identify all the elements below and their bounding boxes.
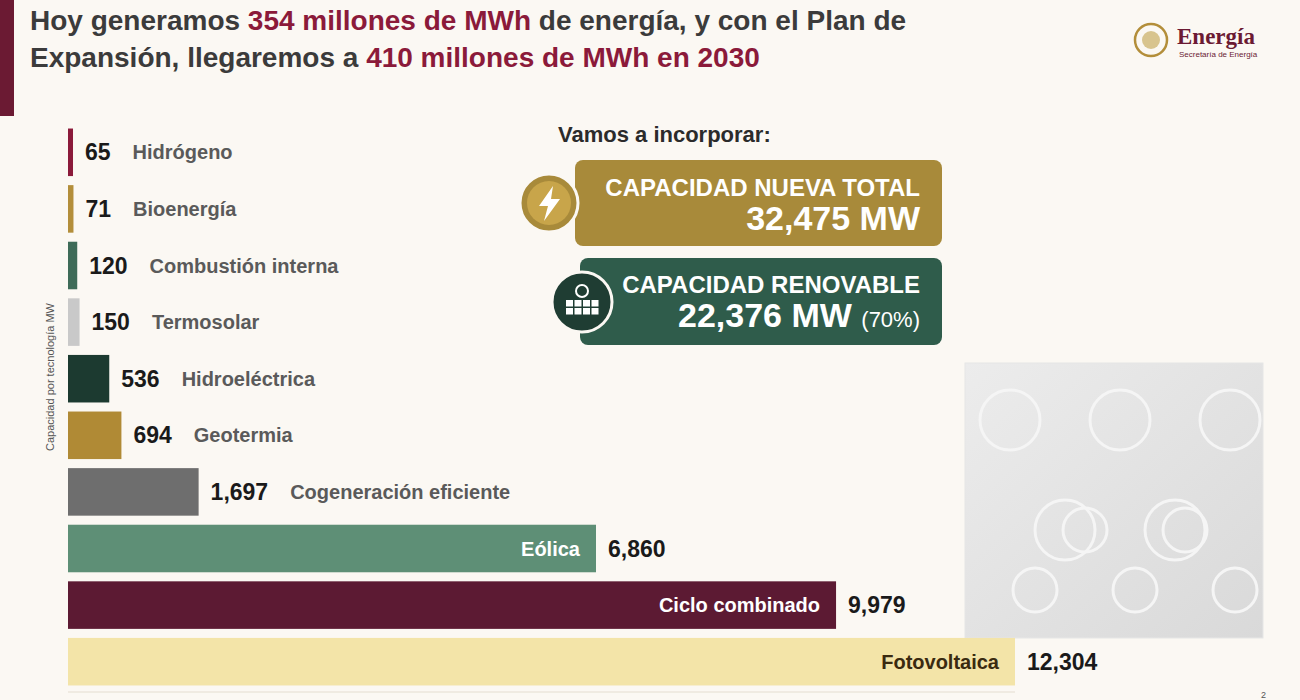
badge-bg: [580, 258, 942, 345]
title: Hoy generamos 354 millones de MWh de ene…: [30, 2, 1040, 76]
badge-icon: [527, 181, 571, 225]
solar-panel-icon: [583, 308, 590, 315]
bar: [68, 581, 836, 629]
category-label: Geotermia: [194, 424, 294, 446]
bar: [68, 129, 73, 177]
decorative-pattern: [1213, 568, 1257, 612]
bar: [68, 185, 73, 233]
badge-icon: [552, 272, 612, 332]
category-label: Eólica: [521, 538, 581, 560]
data-label: 694: [133, 422, 172, 448]
solar-panel-icon: [566, 308, 573, 315]
data-label: 536: [121, 366, 159, 392]
badge-renewable: CAPACIDAD RENOVABLE22,376 MW (70%): [552, 258, 942, 345]
category-label: Fotovoltaica: [881, 651, 1000, 673]
solar-panel-icon: [575, 308, 582, 315]
data-label: 71: [85, 196, 111, 222]
title-part: 410 millones de MWh en 2030: [366, 42, 760, 73]
logo-name: Energía: [1177, 24, 1255, 49]
accent-stripe: [0, 0, 14, 116]
value-axis: [68, 692, 1015, 693]
bar: [68, 412, 121, 460]
panel-heading: Vamos a incorporar:: [558, 122, 771, 147]
decorative-pattern: [1090, 390, 1150, 450]
badge-share: (70%): [861, 307, 920, 332]
decorative-pattern: [1063, 508, 1107, 552]
bar: [68, 298, 80, 346]
logo-emblem-core: [1142, 31, 1160, 49]
bar: [68, 468, 199, 516]
decorative-pattern: [980, 390, 1040, 450]
category-label: Ciclo combinado: [659, 594, 820, 616]
logo-emblem: [1135, 24, 1167, 56]
decorative-pattern: [1163, 508, 1207, 552]
logo-subtitle: Secretaría de Energía: [1179, 50, 1258, 59]
bars: [68, 129, 1015, 686]
data-label: 1,697: [211, 479, 269, 505]
category-label: Cogeneración eficiente: [290, 481, 510, 503]
category-label: Combustión interna: [150, 255, 340, 277]
decorative-pattern: [1113, 568, 1157, 612]
data-label: 120: [89, 253, 127, 279]
axis-label: Capacidad por tecnología MW: [44, 302, 56, 451]
labels: 65 Hidrógeno 71 Bioenergía 120 Combustión int…: [85, 139, 1098, 674]
badge-bg: [575, 160, 942, 246]
solar-panel-icon: [566, 300, 573, 307]
badge-total: CAPACIDAD NUEVA TOTAL32,475 MW: [520, 160, 942, 246]
canvas: EnergíaSecretaría de Energía Vamos a inco…: [0, 0, 1300, 700]
data-label: 150: [92, 309, 130, 335]
logo: EnergíaSecretaría de Energía: [1135, 24, 1258, 59]
bar: [68, 638, 1015, 686]
category-label: Bioenergía: [133, 198, 237, 220]
decorative-image: [965, 363, 1263, 638]
bar: [68, 525, 596, 573]
badge-label: CAPACIDAD RENOVABLE: [622, 271, 920, 298]
sun-icon: [576, 285, 588, 297]
category-label: Termosolar: [152, 311, 260, 333]
data-label: 12,304: [1027, 649, 1098, 675]
badge-icon: [520, 174, 578, 232]
title-part: Hoy generamos: [30, 5, 248, 36]
badge-value-line: 22,376 MW (70%): [678, 296, 920, 334]
bar: [68, 355, 109, 403]
lightning-icon: [539, 186, 560, 221]
title-part: 354 millones de MWh: [248, 5, 531, 36]
badge-value: 32,475 MW: [746, 199, 921, 237]
solar-panel-icon: [592, 308, 599, 315]
data-label: 6,860: [608, 536, 666, 562]
category-label: Hidrógeno: [133, 141, 233, 163]
decorative-pattern: [1200, 390, 1260, 450]
page-number: 2: [1261, 690, 1266, 700]
bar: [68, 242, 77, 290]
badge-value: 22,376 MW: [678, 296, 861, 334]
solar-panel-icon: [583, 300, 590, 307]
badge-label: CAPACIDAD NUEVA TOTAL: [605, 174, 920, 201]
data-label: 65: [85, 139, 111, 165]
category-label: Hidroeléctrica: [182, 368, 316, 390]
decorative-pattern: [1013, 568, 1057, 612]
solar-panel-icon: [592, 300, 599, 307]
data-label: 9,979: [848, 592, 906, 618]
solar-panel-icon: [575, 300, 582, 307]
